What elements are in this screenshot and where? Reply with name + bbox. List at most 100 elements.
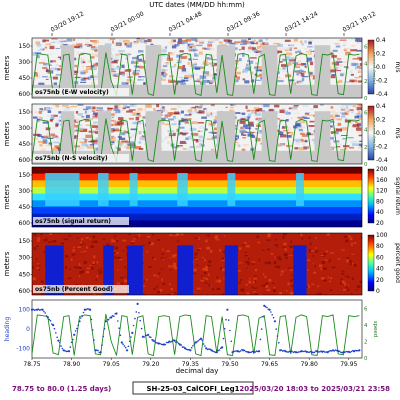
velocity-cell xyxy=(208,114,214,118)
heading-point xyxy=(212,350,214,352)
velocity-cell xyxy=(297,49,301,53)
velocity-cell xyxy=(257,146,262,149)
velocity-cell xyxy=(132,104,136,106)
velocity-cell xyxy=(92,48,99,51)
percent-good-cell xyxy=(345,286,348,289)
heading-point xyxy=(192,345,194,347)
percent-good-cell xyxy=(170,288,173,291)
velocity-cell xyxy=(329,121,335,123)
heading-point xyxy=(67,350,71,353)
velocity-cell xyxy=(123,130,127,134)
signal-band xyxy=(32,220,362,227)
heading-point xyxy=(157,342,160,345)
velocity-cell xyxy=(331,74,336,76)
velocity-cell xyxy=(168,41,173,44)
percent-good-cell xyxy=(111,238,113,241)
percent-good-cell xyxy=(84,243,86,245)
velocity-cell xyxy=(242,134,247,136)
velocity-cell xyxy=(234,67,237,69)
x-tick-label: 79.50 xyxy=(221,361,238,368)
percent-good-cell xyxy=(320,267,323,271)
heading-point xyxy=(324,351,326,353)
velocity-cell xyxy=(233,135,239,139)
percent-good-cell xyxy=(248,280,252,284)
percent-good-cell xyxy=(46,237,48,241)
heading-point xyxy=(131,331,134,334)
percent-good-cell xyxy=(278,258,282,261)
percent-good-cell xyxy=(80,251,83,253)
velocity-cell xyxy=(247,113,252,117)
percent-good-cell xyxy=(285,269,287,271)
percent-good-cell xyxy=(171,293,174,295)
heading-point xyxy=(250,351,252,354)
heading-point xyxy=(355,349,358,352)
percent-good-cell xyxy=(169,283,171,286)
velocity-cell xyxy=(345,143,351,146)
percent-good-cell xyxy=(314,250,319,253)
percent-good-cell xyxy=(329,280,331,283)
velocity-cell xyxy=(193,73,198,76)
velocity-cell xyxy=(79,48,83,53)
heading-point xyxy=(196,341,198,343)
percent-good-cell xyxy=(273,261,277,265)
percent-good-cell xyxy=(106,243,110,247)
velocity-cell xyxy=(295,122,301,126)
percent-good-cell xyxy=(328,261,331,263)
velocity-cell xyxy=(119,53,123,55)
heatmap-field xyxy=(32,233,362,295)
velocity-cell xyxy=(233,43,238,45)
percent-good-cell xyxy=(283,242,287,246)
percent-good-cell xyxy=(273,286,276,289)
velocity-cell xyxy=(233,60,239,62)
percent-good-cell xyxy=(169,269,172,271)
heading-point xyxy=(144,334,147,336)
velocity-cell xyxy=(142,133,145,136)
percent-good-cell xyxy=(348,235,351,238)
velocity-cell xyxy=(111,119,114,122)
velocity-cell xyxy=(265,38,268,41)
heading-point xyxy=(65,350,68,353)
velocity-cell xyxy=(334,128,338,132)
velocity-cell xyxy=(128,53,132,55)
percent-good-cell xyxy=(321,261,326,264)
velocity-cell xyxy=(92,143,98,145)
velocity-cell xyxy=(301,77,305,81)
percent-good-cell xyxy=(194,252,198,256)
velocity-cell xyxy=(189,146,194,148)
heading-point xyxy=(271,314,274,316)
velocity-cell xyxy=(52,40,59,42)
velocity-cell xyxy=(121,73,125,77)
percent-good-cell xyxy=(78,275,81,278)
heading-point xyxy=(338,350,341,353)
velocity-cell xyxy=(56,147,60,150)
heading-point xyxy=(349,351,351,354)
heading-tick-label: 0 xyxy=(26,326,30,333)
percent-good-cell xyxy=(97,269,100,272)
velocity-cell xyxy=(357,104,362,107)
velocity-cell xyxy=(297,70,304,72)
velocity-cell xyxy=(263,104,270,108)
velocity-cell xyxy=(89,118,93,121)
percent-good-cell xyxy=(99,272,102,275)
heading-point xyxy=(273,320,276,323)
velocity-cell xyxy=(285,119,289,122)
velocity-cell xyxy=(197,122,204,124)
percent-good-cell xyxy=(262,273,265,276)
velocity-cell xyxy=(93,63,97,67)
percent-good-cell xyxy=(70,258,73,262)
velocity-cell xyxy=(345,118,348,120)
percent-good-cell xyxy=(351,292,353,295)
velocity-cell xyxy=(330,69,337,73)
percent-good-cell xyxy=(124,266,126,269)
nodata-station xyxy=(98,111,112,164)
velocity-cell xyxy=(90,75,94,78)
heading-point xyxy=(328,350,330,353)
percent-good-cell xyxy=(43,239,48,242)
velocity-cell xyxy=(234,74,237,78)
velocity-cell xyxy=(81,142,87,146)
velocity-cell xyxy=(79,47,83,51)
percent-good-cell xyxy=(359,280,362,284)
velocity-cell xyxy=(94,77,98,81)
percent-good-cell xyxy=(169,234,173,237)
